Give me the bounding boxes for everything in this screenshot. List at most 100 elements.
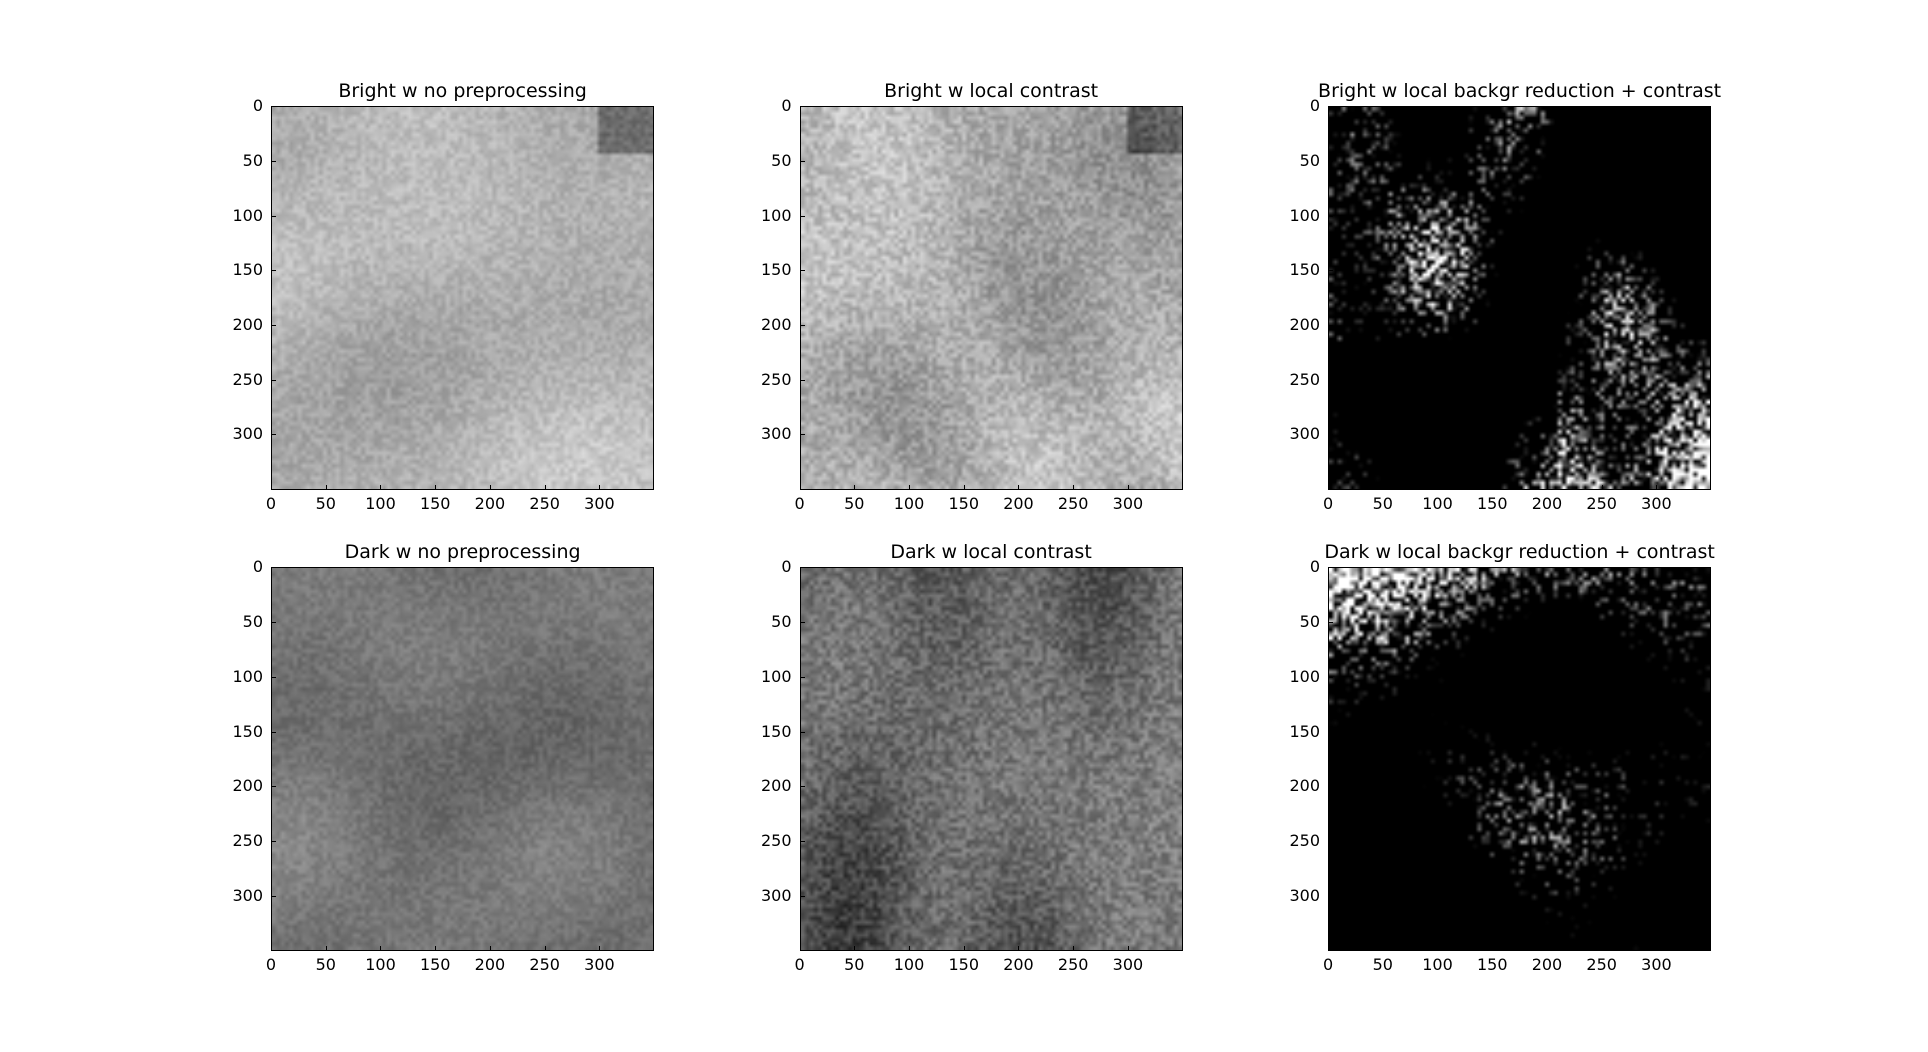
x-tick-mark — [1656, 484, 1658, 490]
y-tick-label: 150 — [1289, 260, 1321, 280]
y-tick-mark — [271, 379, 277, 381]
x-tick-mark — [1018, 484, 1020, 490]
x-tick-label: 50 — [844, 954, 865, 974]
y-tick-mark — [271, 786, 277, 788]
x-tick-label: 0 — [794, 493, 805, 513]
x-tick-mark — [799, 945, 801, 951]
y-tick-label: 250 — [232, 830, 264, 850]
x-tick-label: 250 — [529, 954, 560, 974]
y-tick-mark — [271, 622, 277, 624]
panel-title: Dark w local contrast — [890, 541, 1092, 564]
x-tick-mark — [1073, 945, 1075, 951]
x-tick-mark — [1018, 945, 1020, 951]
y-tick-label: 50 — [242, 612, 264, 632]
y-tick-label: 250 — [232, 369, 264, 389]
x-tick-label: 150 — [419, 493, 451, 513]
x-tick-label: 150 — [948, 954, 979, 974]
panel-title: Bright w local contrast — [884, 80, 1099, 103]
x-tick-mark — [1328, 945, 1330, 951]
y-tick-label: 100 — [760, 666, 792, 686]
y-tick-label: 0 — [252, 96, 264, 116]
x-tick-label: 150 — [419, 954, 451, 974]
x-tick-mark — [1546, 945, 1548, 951]
x-tick-mark — [854, 945, 856, 951]
y-tick-label: 50 — [1299, 150, 1321, 170]
grayscale-image — [272, 568, 654, 950]
image-axes — [1328, 106, 1712, 490]
x-tick-label: 0 — [1322, 954, 1334, 974]
y-tick-label: 250 — [760, 830, 792, 850]
x-tick-label: 0 — [265, 954, 277, 974]
image-axes — [1328, 567, 1712, 951]
y-tick-mark — [799, 215, 805, 217]
y-tick-mark — [799, 270, 805, 272]
x-tick-mark — [909, 484, 910, 490]
x-tick-mark — [1382, 484, 1384, 490]
x-tick-mark — [1382, 945, 1384, 951]
x-tick-mark — [799, 484, 801, 490]
x-tick-mark — [271, 484, 273, 490]
x-tick-mark — [1127, 945, 1129, 951]
x-tick-label: 50 — [1372, 493, 1393, 513]
x-tick-mark — [963, 945, 965, 951]
x-tick-label: 200 — [474, 493, 506, 513]
y-tick-label: 200 — [232, 314, 264, 334]
x-tick-label: 150 — [948, 493, 979, 513]
y-tick-label: 100 — [232, 666, 264, 686]
panel-title: Bright w no preprocessing — [338, 80, 587, 103]
x-tick-mark — [1437, 484, 1439, 490]
y-tick-label: 0 — [781, 96, 792, 116]
x-tick-label: 100 — [1422, 493, 1453, 513]
x-tick-label: 0 — [1322, 493, 1334, 513]
x-tick-mark — [1601, 484, 1603, 490]
y-tick-label: 300 — [232, 885, 264, 905]
y-tick-mark — [799, 379, 805, 381]
y-tick-mark — [799, 324, 805, 326]
grayscale-image — [272, 107, 654, 489]
y-tick-label: 100 — [1289, 205, 1321, 225]
y-tick-mark — [271, 160, 277, 162]
x-tick-label: 100 — [365, 493, 396, 513]
x-tick-mark — [963, 484, 965, 490]
y-tick-mark — [271, 434, 277, 436]
x-tick-mark — [1127, 484, 1129, 490]
y-tick-label: 0 — [1309, 96, 1321, 116]
grayscale-image — [800, 107, 1182, 489]
image-axes — [799, 567, 1183, 951]
y-tick-mark — [799, 622, 805, 624]
y-tick-mark — [1328, 160, 1334, 162]
y-tick-label: 300 — [1289, 424, 1321, 444]
y-tick-label: 250 — [1289, 369, 1321, 389]
y-tick-mark — [1328, 567, 1334, 569]
y-tick-mark — [1328, 622, 1334, 624]
image-axes — [271, 567, 655, 951]
y-tick-mark — [271, 840, 277, 842]
x-tick-mark — [489, 945, 491, 951]
x-tick-label: 100 — [893, 954, 925, 974]
y-tick-mark — [799, 676, 805, 678]
y-tick-mark — [799, 840, 805, 842]
panel-title: Bright w local backgr reduction + contra… — [1318, 80, 1722, 103]
y-tick-label: 0 — [252, 557, 264, 577]
x-tick-label: 100 — [1422, 954, 1453, 974]
x-tick-label: 100 — [365, 954, 396, 974]
y-tick-label: 100 — [1289, 666, 1321, 686]
x-tick-mark — [489, 484, 491, 490]
y-tick-mark — [271, 676, 277, 678]
y-tick-mark — [799, 786, 805, 788]
x-tick-mark — [544, 484, 546, 490]
y-tick-mark — [799, 434, 805, 436]
y-tick-label: 150 — [760, 721, 792, 741]
x-tick-label: 200 — [1531, 493, 1563, 513]
x-tick-mark — [544, 945, 546, 951]
x-tick-label: 250 — [529, 493, 560, 513]
x-tick-label: 300 — [1641, 954, 1672, 974]
y-tick-mark — [271, 567, 277, 569]
x-tick-mark — [271, 945, 273, 951]
y-tick-label: 250 — [760, 369, 792, 389]
y-tick-label: 300 — [760, 424, 792, 444]
x-tick-mark — [854, 484, 856, 490]
x-tick-label: 150 — [1476, 954, 1508, 974]
x-tick-label: 250 — [1586, 954, 1617, 974]
